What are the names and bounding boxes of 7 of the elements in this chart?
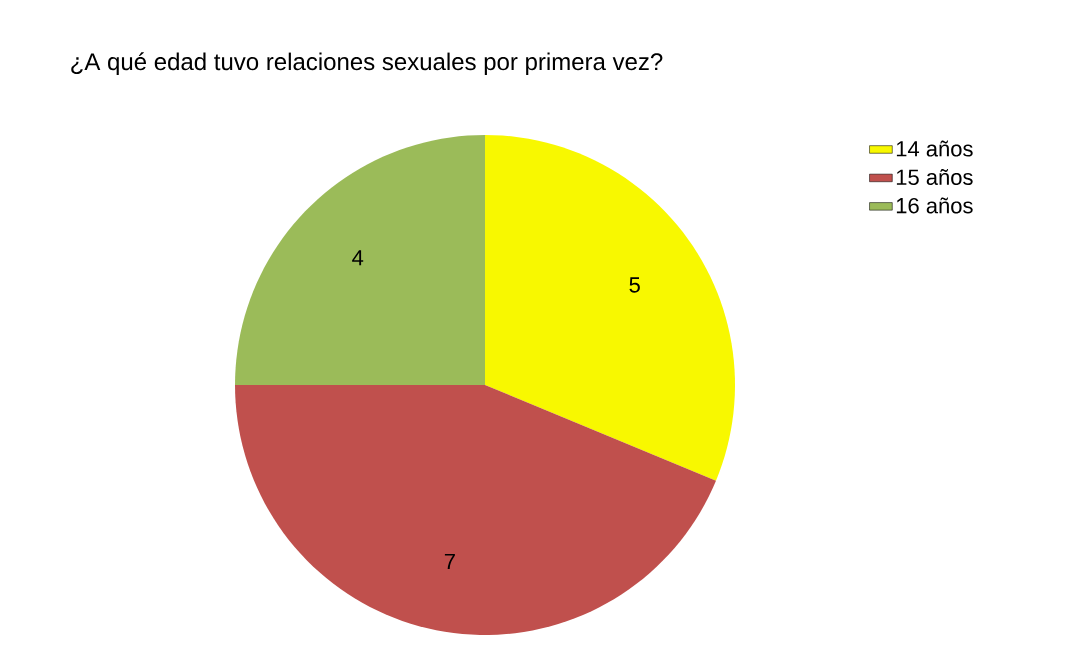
chart-title: ¿A qué edad tuvo relaciones sexuales por primera vez?	[71, 52, 663, 75]
legend-label: 15 años	[896, 169, 973, 186]
legend-label: 16 años	[896, 197, 973, 214]
legend-label: 14 años	[896, 140, 973, 157]
data-label: 4	[352, 250, 364, 266]
data-label: 5	[629, 277, 640, 293]
data-label: 7	[444, 553, 455, 570]
